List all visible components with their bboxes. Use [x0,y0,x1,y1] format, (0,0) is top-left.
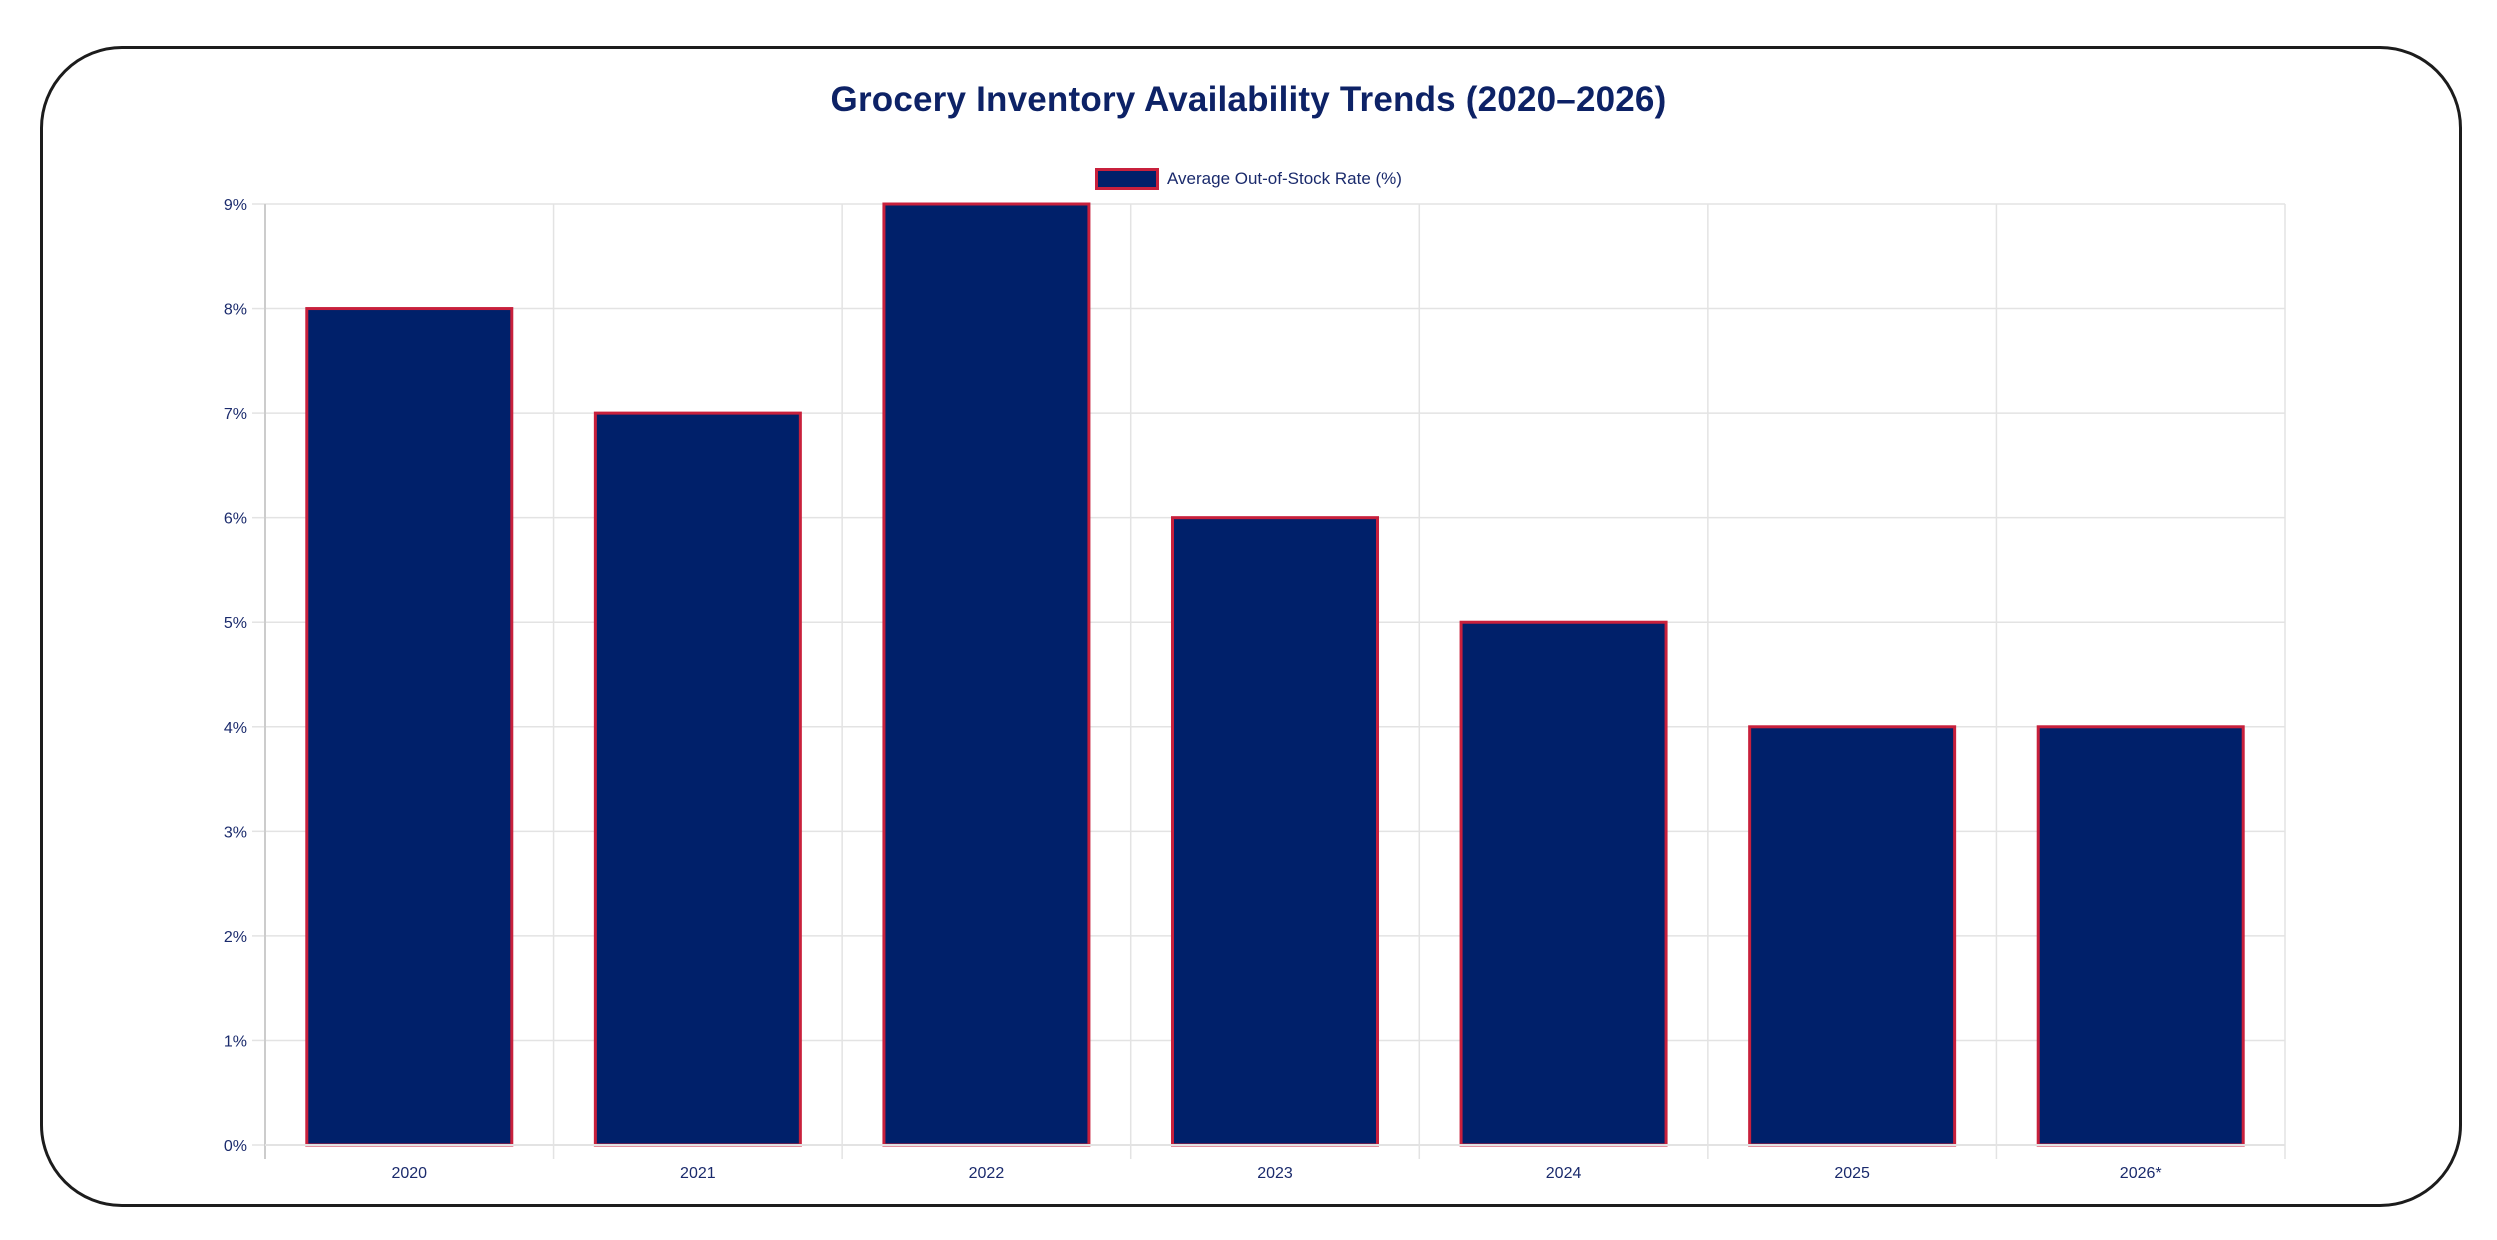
y-tick-label: 9% [224,197,247,214]
y-tick-label: 7% [224,406,247,423]
bar-2025 [1748,725,1957,1147]
bar-2020 [305,307,514,1147]
y-tick-label: 5% [224,615,247,632]
x-tick-label: 2025 [1834,1165,1870,1182]
legend-label[interactable]: Average Out-of-Stock Rate (%) [1167,169,1402,188]
bar-2026-projected [2036,725,2245,1147]
y-tick-label: 1% [224,1033,247,1050]
bar-2022 [882,202,1091,1147]
legend-swatch[interactable] [1095,168,1160,190]
x-axis-tick-labels: 2020 2021 2022 2023 2024 2025 2026* [391,1165,2161,1182]
legend[interactable]: Average Out-of-Stock Rate (%) [0,166,2497,192]
x-tick-label: 2024 [1546,1165,1582,1182]
bar-2021 [593,411,802,1147]
y-tick-label: 8% [224,302,247,319]
y-tick-label: 6% [224,511,247,528]
y-tick-label: 3% [224,824,247,841]
x-tick-label: 2021 [680,1165,716,1182]
axes [252,203,2285,1159]
x-tick-label: 2022 [969,1165,1005,1182]
bar-2024 [1459,620,1668,1147]
bars [305,202,2245,1147]
y-tick-label: 4% [224,720,247,737]
y-tick-label: 0% [224,1138,247,1155]
y-tick-label: 2% [224,929,247,946]
x-tick-label: 2026* [2120,1165,2162,1182]
y-axis-tick-labels: 0% 1% 2% 3% 4% 5% 6% 7% 8% 9% [224,197,247,1155]
x-tick-label: 2020 [391,1165,427,1182]
chart-title: Grocery Inventory Availability Trends (2… [830,80,1667,119]
x-tick-label: 2023 [1257,1165,1293,1182]
bar-2023 [1171,516,1379,1147]
